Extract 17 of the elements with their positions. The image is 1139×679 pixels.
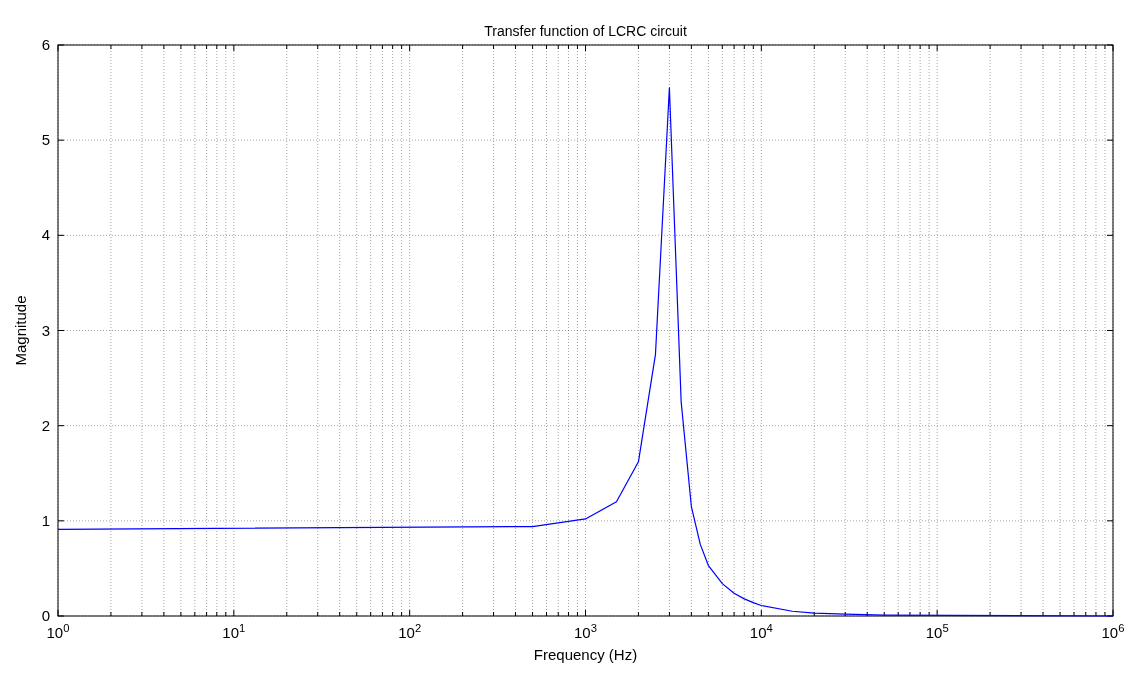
y-tick-label: 4 bbox=[41, 226, 50, 244]
y-tick-label: 5 bbox=[41, 131, 50, 149]
y-tick-label: 2 bbox=[41, 416, 50, 434]
x-tick-label: 10$^{2}$ bbox=[398, 622, 422, 641]
x-tick-label: 10$^{3}$ bbox=[574, 622, 597, 641]
y-tick-label: 0 bbox=[41, 607, 50, 624]
x-axis-title: Frequency (Hz) bbox=[533, 646, 638, 663]
chart-title: Transfer function of LCRC circuit bbox=[484, 23, 687, 39]
y-tick-label: 3 bbox=[41, 321, 50, 339]
y-tick-label: 1 bbox=[41, 511, 50, 529]
x-tick-label: 10$^{0}$ bbox=[46, 622, 70, 641]
x-tick-label: 10$^{4}$ bbox=[749, 622, 773, 641]
y-axis-title: Magnitude bbox=[12, 295, 29, 366]
y-tick-label: 6 bbox=[41, 36, 50, 53]
x-tick-label: 10$^{6}$ bbox=[1101, 622, 1125, 641]
x-tick-label: 10$^{5}$ bbox=[925, 622, 949, 641]
x-tick-label: 10$^{1}$ bbox=[222, 622, 246, 641]
